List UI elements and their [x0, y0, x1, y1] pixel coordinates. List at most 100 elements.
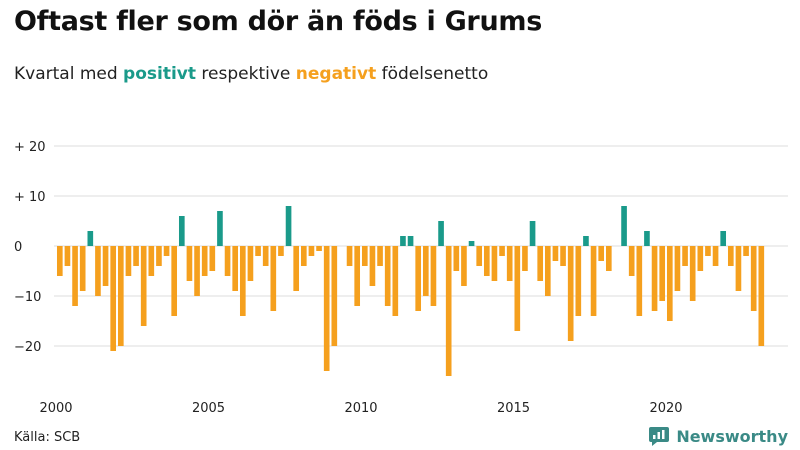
bar — [583, 236, 589, 246]
y-tick-label: −10 — [14, 290, 41, 305]
bar — [529, 221, 536, 246]
bar — [79, 246, 86, 291]
bar — [689, 246, 696, 301]
bar — [514, 246, 521, 331]
bar — [666, 246, 673, 321]
bar — [453, 246, 460, 271]
bar — [400, 236, 406, 246]
bar — [575, 246, 582, 316]
x-axis-labels: 2000 2005 2010 2015 2020 — [39, 401, 682, 416]
y-tick-label: + 10 — [14, 190, 46, 205]
bar — [598, 246, 605, 261]
brand-logo[interactable]: Newsworthy — [648, 424, 788, 448]
bar — [247, 246, 254, 281]
bar — [522, 246, 528, 271]
bar — [278, 246, 284, 256]
bar — [300, 246, 307, 266]
bar — [148, 246, 155, 276]
bar — [102, 246, 109, 286]
bar — [163, 246, 170, 256]
bar — [194, 246, 200, 296]
bar — [95, 246, 101, 296]
bar — [293, 246, 300, 291]
bar — [659, 246, 666, 301]
bar — [727, 246, 734, 266]
bar — [239, 246, 246, 316]
bar — [644, 231, 650, 246]
bar — [682, 246, 688, 266]
bar — [285, 206, 292, 246]
bar — [201, 246, 208, 276]
y-tick-label: 0 — [14, 240, 22, 255]
x-tick-label: 2000 — [39, 401, 72, 416]
bar — [262, 246, 269, 266]
bar — [156, 246, 162, 266]
subtitle-prefix: Kvartal med — [14, 64, 118, 84]
bar — [415, 246, 422, 311]
chart-title: Oftast fler som dör än föds i Grums — [14, 6, 542, 37]
subtitle-middle: respektive — [201, 64, 291, 84]
bar — [369, 246, 376, 286]
bar — [64, 246, 71, 266]
x-tick-label: 2020 — [649, 401, 682, 416]
bar — [461, 246, 467, 286]
bar — [178, 216, 185, 246]
chart-bars — [56, 206, 765, 376]
bar — [209, 246, 216, 271]
bar — [232, 246, 239, 291]
bar — [567, 246, 574, 341]
bar — [186, 246, 193, 281]
bar — [483, 246, 490, 276]
bar — [499, 246, 505, 256]
bar — [743, 246, 749, 256]
bar — [361, 246, 368, 266]
y-tick-label: −20 — [14, 340, 41, 355]
bar — [735, 246, 742, 291]
bar — [491, 246, 498, 281]
subtitle-suffix: födelsenetto — [381, 64, 489, 84]
y-axis-labels: + 20 + 10 0 −10 −20 — [14, 140, 46, 355]
x-tick-label: 2010 — [344, 401, 377, 416]
bar — [438, 221, 444, 246]
bar — [56, 246, 63, 276]
bar — [705, 246, 711, 256]
bar — [636, 246, 643, 316]
x-tick-label: 2015 — [497, 401, 530, 416]
x-tick-label: 2005 — [192, 401, 225, 416]
bar — [217, 211, 223, 246]
newsworthy-logo-icon — [649, 427, 670, 446]
subtitle-positive: positivt — [123, 64, 197, 84]
bar — [720, 231, 727, 246]
subtitle-negative: negativt — [295, 64, 377, 84]
bar — [590, 246, 597, 316]
bar — [758, 246, 765, 346]
bar — [750, 246, 757, 311]
bar — [628, 246, 635, 276]
bar — [140, 246, 147, 326]
bar — [422, 246, 429, 296]
bar — [468, 241, 475, 246]
bar — [674, 246, 681, 291]
bar — [117, 246, 124, 346]
bar — [346, 246, 353, 266]
bar — [87, 231, 94, 246]
bar — [331, 246, 338, 346]
bar — [621, 206, 627, 246]
bar — [537, 246, 544, 281]
bar — [392, 246, 399, 316]
chart-subtitle: Kvartal med positivt respektive negativt… — [14, 64, 488, 84]
bar — [270, 246, 277, 311]
bar — [605, 246, 612, 271]
bar — [407, 236, 414, 246]
bar — [544, 246, 551, 296]
bar-chart: + 20 + 10 0 −10 −20 2000 2005 2010 2015 2020 — [14, 140, 788, 416]
bar — [255, 246, 261, 256]
bar — [224, 246, 231, 276]
bar — [125, 246, 132, 276]
bar — [506, 246, 513, 281]
bar — [133, 246, 139, 266]
bar — [377, 246, 383, 266]
bar — [384, 246, 391, 306]
bar — [72, 246, 78, 306]
bar — [712, 246, 719, 266]
